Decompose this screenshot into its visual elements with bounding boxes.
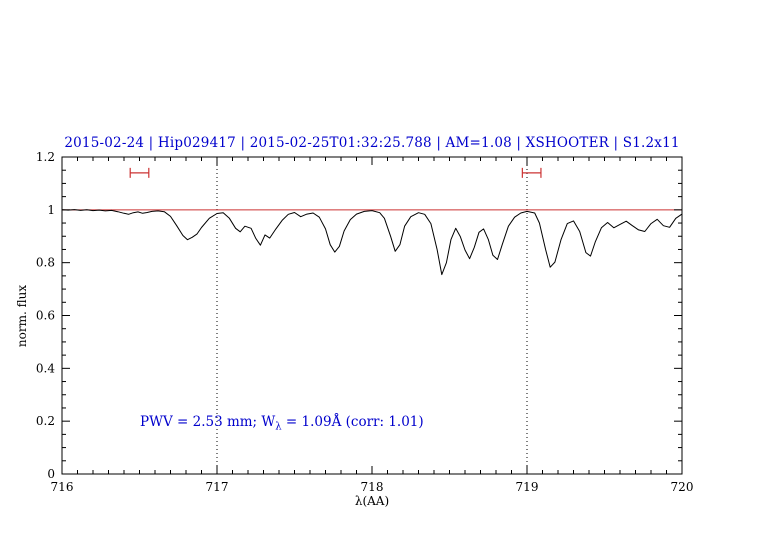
y-tick-label: 1.2 — [36, 150, 55, 164]
pwv-annotation-suffix: = 1.09Å (corr: 1.01) — [281, 414, 424, 430]
x-axis-label: λ(AA) — [354, 494, 390, 508]
x-tick-label: 719 — [516, 480, 539, 494]
chart-title: 2015-02-24 | Hip029417 | 2015-02-25T01:3… — [64, 135, 680, 151]
x-tick-label: 717 — [206, 480, 229, 494]
pwv-annotation-prefix: PWV = 2.53 mm; W — [140, 414, 276, 430]
spectrum-line — [61, 209, 683, 276]
y-tick-label: 0.2 — [36, 414, 55, 428]
y-tick-label: 1 — [47, 203, 55, 217]
pwv-annotation-subscript: λ — [275, 421, 282, 433]
x-tick-label: 720 — [671, 480, 694, 494]
y-tick-label: 0.6 — [36, 309, 55, 323]
y-tick-label: 0.8 — [36, 256, 55, 270]
pwv-annotation: PWV = 2.53 mm; Wλ = 1.09Å (corr: 1.01) — [140, 414, 424, 433]
x-tick-label: 716 — [51, 480, 74, 494]
y-tick-label: 0 — [47, 467, 55, 481]
y-tick-label: 0.4 — [36, 361, 55, 375]
x-tick-label: 718 — [361, 480, 384, 494]
y-axis-label: norm. flux — [15, 284, 29, 348]
